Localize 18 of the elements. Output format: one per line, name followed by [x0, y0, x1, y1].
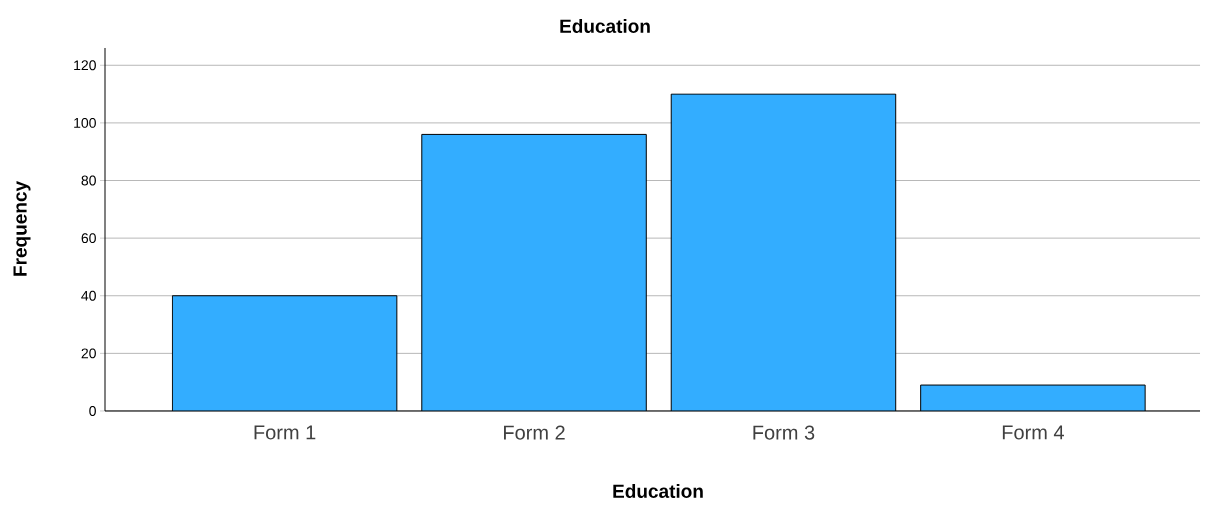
y-tick-label: 120 — [74, 60, 96, 71]
y-tick-label: 0 — [89, 406, 96, 416]
y-tick-label: 60 — [81, 233, 96, 244]
x-tick-label: Form 2 — [504, 425, 565, 440]
x-axis-title: Education — [613, 484, 703, 498]
y-tick-label: 100 — [74, 117, 96, 128]
x-tick-label: Form 4 — [1002, 425, 1064, 440]
chart-title: Education — [560, 19, 650, 33]
bar — [172, 295, 397, 411]
bar — [671, 94, 896, 411]
y-axis-title: Frequency — [13, 181, 31, 276]
bar — [421, 134, 647, 411]
y-tick-label: 40 — [81, 290, 96, 301]
y-tick-label: 20 — [81, 348, 96, 359]
bar — [920, 384, 1146, 411]
y-tick-label: 80 — [81, 175, 96, 186]
x-tick-label: Form 1 — [254, 425, 316, 440]
x-tick-label: Form 3 — [753, 425, 815, 440]
